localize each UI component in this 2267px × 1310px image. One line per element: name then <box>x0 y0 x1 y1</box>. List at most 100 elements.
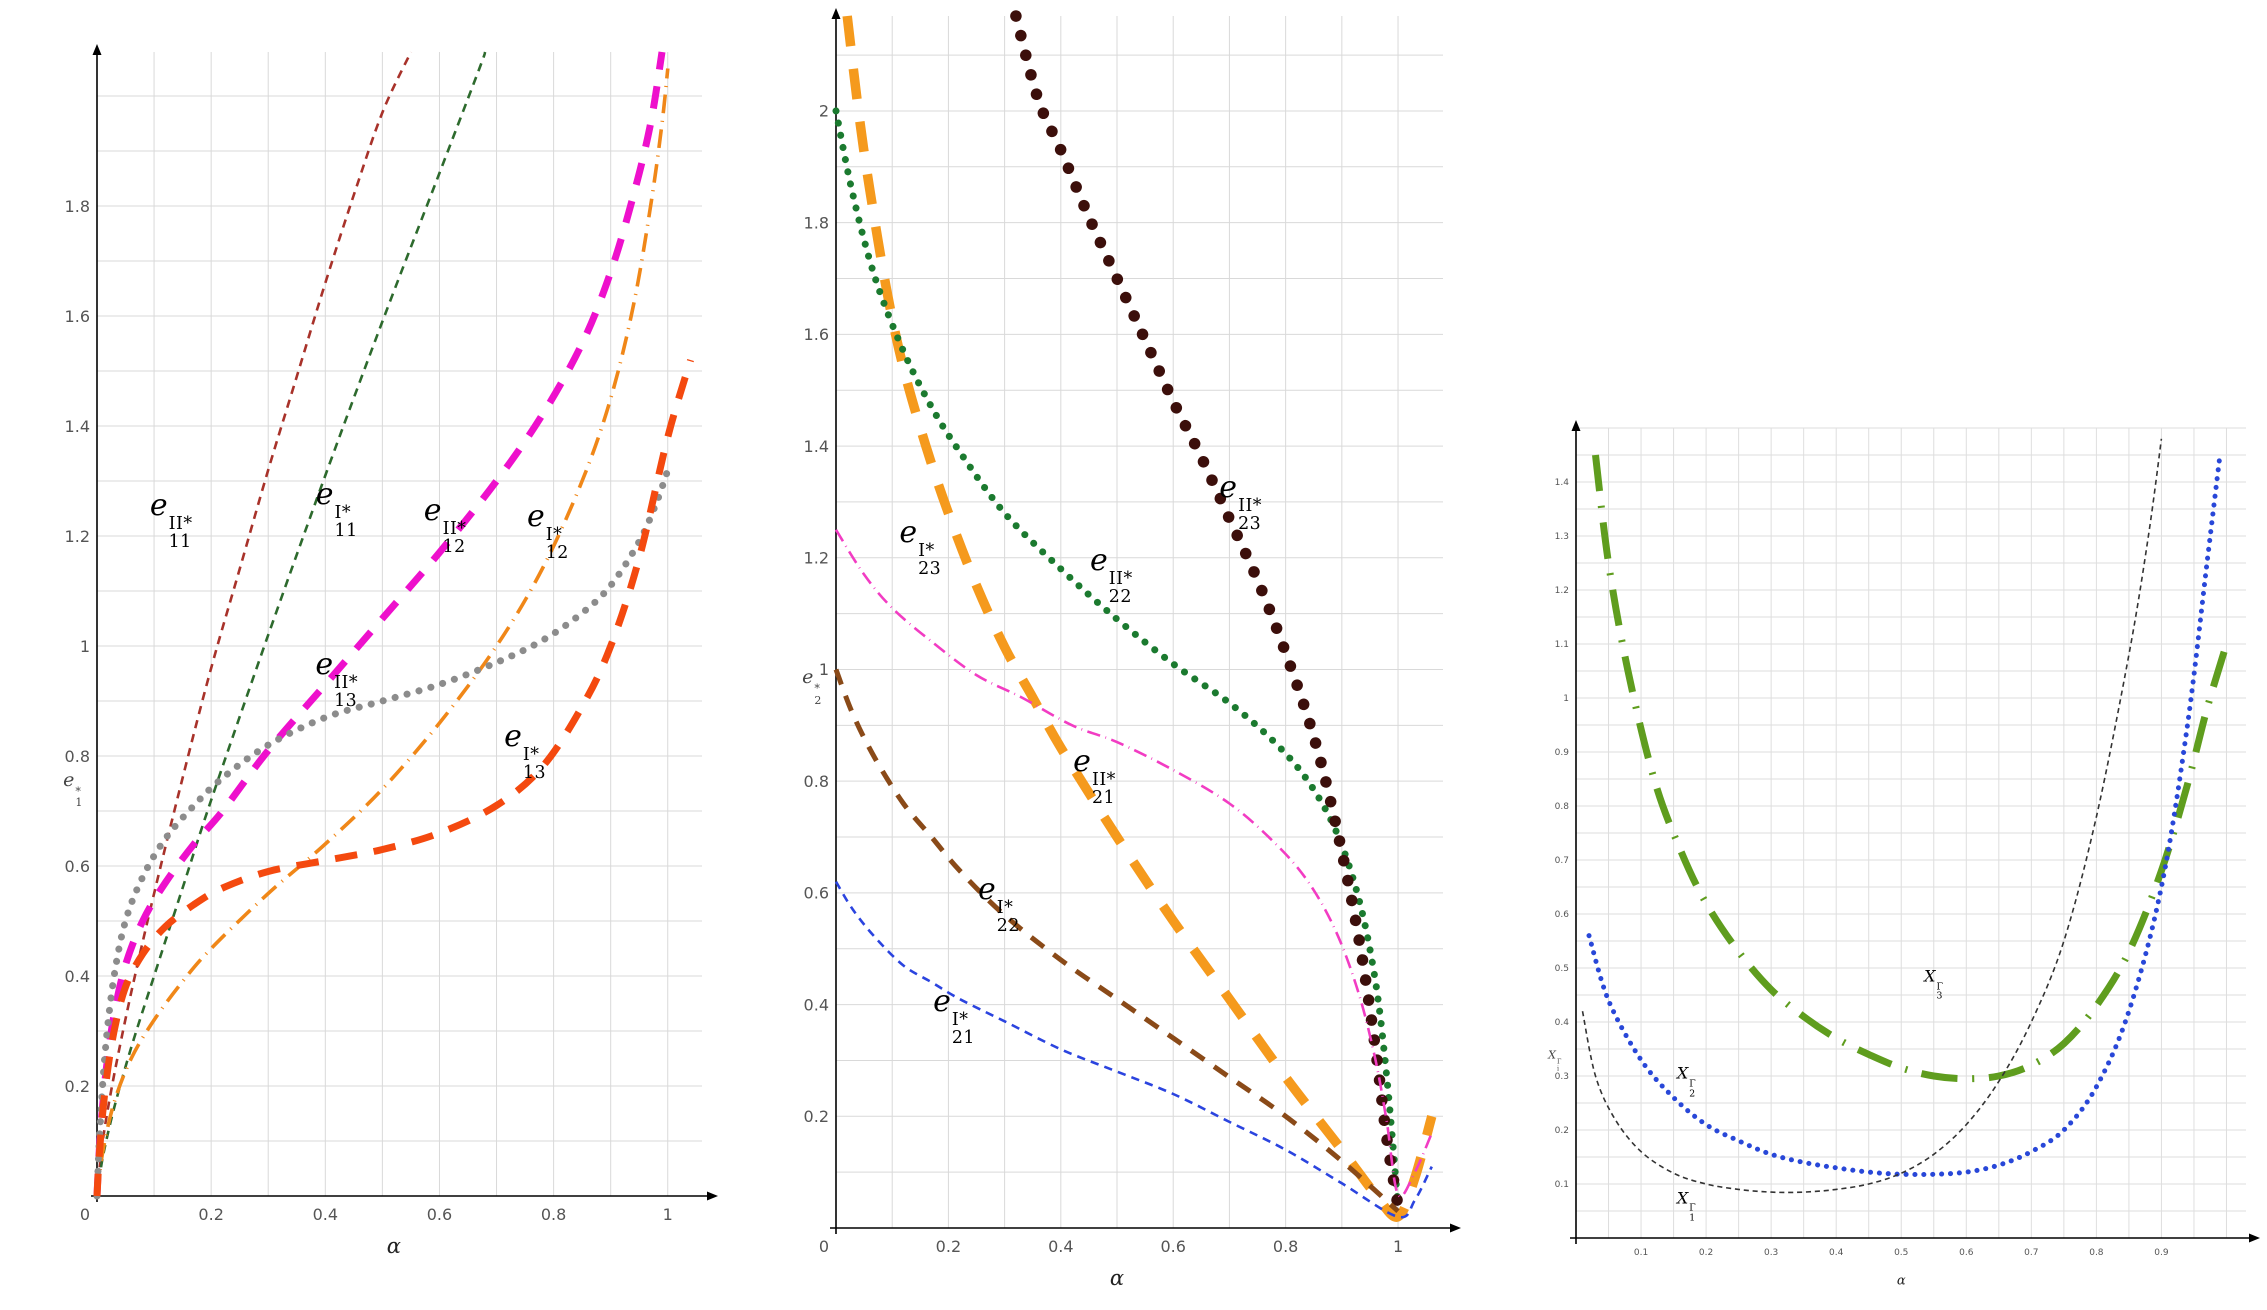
curve-e21-II <box>834 529 1433 1198</box>
curve-e13-II <box>93 466 672 1200</box>
svg-text:0.3: 0.3 <box>1555 1072 1569 1082</box>
svg-text:0.2: 0.2 <box>65 1077 90 1096</box>
curve-e23-I <box>842 15 1437 1222</box>
svg-text:0.2: 0.2 <box>804 1107 829 1126</box>
curve-e23-II <box>1010 10 1404 1212</box>
grid-lines <box>97 52 702 1196</box>
svg-text:0.4: 0.4 <box>1829 1248 1844 1258</box>
curve-label-e12-II: e II* 12 <box>423 493 467 558</box>
svg-text:0.4: 0.4 <box>1555 1018 1570 1028</box>
svg-text:1: 1 <box>819 660 829 679</box>
axes <box>1570 428 2252 1244</box>
curve-label-e22-I: e I* 22 <box>978 872 1020 937</box>
svg-text:1.1: 1.1 <box>1555 640 1569 650</box>
tick-labels: 0.2 0.4 0.6 0.8 1 0.2 0.4 0.6 0.8 1 1.2 1.4 1.6 1.8 2 0 <box>804 102 1404 1256</box>
svg-text:0.3: 0.3 <box>1764 1248 1778 1258</box>
curve-label-e22-II: e II* 22 <box>1090 542 1133 607</box>
svg-text:0.8: 0.8 <box>65 747 90 766</box>
svg-text:0.2: 0.2 <box>198 1205 223 1224</box>
svg-text:1.8: 1.8 <box>65 197 90 216</box>
svg-text:0.6: 0.6 <box>1160 1237 1185 1256</box>
curve-e21-I <box>834 881 1433 1219</box>
svg-text:0.8: 0.8 <box>2089 1248 2104 1258</box>
svg-text:1: 1 <box>1563 694 1569 704</box>
curve-e13-I <box>93 359 694 1197</box>
svg-text:0: 0 <box>80 1205 90 1224</box>
svg-text:1.6: 1.6 <box>65 307 90 326</box>
svg-text:0.8: 0.8 <box>804 772 829 791</box>
axis-arrows <box>831 8 1461 1233</box>
svg-text:0.4: 0.4 <box>1048 1237 1073 1256</box>
svg-text:1: 1 <box>1393 1237 1403 1256</box>
svg-text:0: 0 <box>819 1237 829 1256</box>
curve-e11-I <box>95 51 487 1197</box>
curve-e12-II <box>93 51 666 1197</box>
svg-text:0.4: 0.4 <box>804 995 829 1014</box>
axis-arrows <box>1571 420 2260 1243</box>
svg-text:0.2: 0.2 <box>1555 1126 1569 1136</box>
tick-labels: 0.2 0.4 0.6 0.8 1 0.2 0.4 0.6 0.8 1 1.2 1.4 1.6 1.8 0 <box>65 197 673 1224</box>
svg-text:1.4: 1.4 <box>1555 478 1570 488</box>
curve-label-e23-I: e I* 23 <box>899 514 942 579</box>
svg-text:0.7: 0.7 <box>2024 1248 2038 1258</box>
svg-text:0.5: 0.5 <box>1555 964 1569 974</box>
svg-text:0.8: 0.8 <box>1273 1237 1298 1256</box>
svg-text:0.1: 0.1 <box>1555 1180 1569 1190</box>
svg-text:0.1: 0.1 <box>1634 1248 1648 1258</box>
svg-text:0.7: 0.7 <box>1555 856 1569 866</box>
svg-text:0.9: 0.9 <box>1555 748 1570 758</box>
svg-text:1.4: 1.4 <box>804 437 829 456</box>
svg-text:0.6: 0.6 <box>1959 1248 1974 1258</box>
x-axis-label: α <box>1896 1273 1906 1289</box>
svg-text:0.6: 0.6 <box>427 1205 452 1224</box>
curve-label-e13-II: e II* 13 <box>315 647 359 712</box>
curve-label-e21-I: e I* 21 <box>933 983 975 1048</box>
curve-e22-I <box>833 668 1400 1214</box>
y-axis-label: e * 1 <box>63 769 83 810</box>
chart-e2-canvas: 0.2 0.4 0.6 0.8 1 0.2 0.4 0.6 0.8 1 1.2 1.4 1.6 1.8 2 0 <box>804 8 1461 1256</box>
chart-e1-star: 0.2 0.4 0.6 0.8 1 0.2 0.4 0.6 0.8 1 1.2 1.4 1.6 1.8 0 e… <box>55 38 720 1270</box>
svg-text:1: 1 <box>80 637 90 656</box>
curve-X1 <box>1581 438 2163 1194</box>
curve-label-e11-II: e II* 11 <box>149 487 193 552</box>
chart-e3-canvas: 0.1 0.2 0.3 0.4 0.5 0.6 0.7 0.8 0.9 0.1 0.2 0.3 0.4 0… <box>1555 420 2260 1258</box>
svg-text:0.5: 0.5 <box>1894 1248 1908 1258</box>
svg-text:0.9: 0.9 <box>2154 1248 2169 1258</box>
svg-text:0.4: 0.4 <box>313 1205 338 1224</box>
curve-X3 <box>1592 454 2230 1083</box>
svg-text:2: 2 <box>819 102 829 121</box>
svg-text:1.8: 1.8 <box>804 213 829 232</box>
curve-e12-I <box>95 68 670 1197</box>
chart-x-gamma: 0.1 0.2 0.3 0.4 0.5 0.6 0.7 0.8 0.9 0.1 0.2 0.3 0.4 0… <box>1540 418 2262 1300</box>
svg-text:0.6: 0.6 <box>1555 910 1570 920</box>
svg-text:1.4: 1.4 <box>65 417 90 436</box>
svg-text:0.2: 0.2 <box>1699 1248 1713 1258</box>
curve-label-e13-I: e I* 13 <box>504 718 547 783</box>
svg-text:0.6: 0.6 <box>65 857 90 876</box>
curve-X2 <box>1586 452 2223 1178</box>
grid-lines <box>1576 427 2246 1238</box>
curve-label-e12-I: e I* 12 <box>526 498 569 563</box>
svg-text:0.2: 0.2 <box>936 1237 961 1256</box>
y-axis-label: e * 2 <box>802 666 822 707</box>
svg-text:1.2: 1.2 <box>804 549 829 568</box>
svg-text:0.8: 0.8 <box>541 1205 566 1224</box>
svg-text:1.2: 1.2 <box>65 527 90 546</box>
axes <box>91 52 710 1202</box>
curve-label-e11-I: e I* 11 <box>315 476 358 541</box>
svg-text:0.4: 0.4 <box>65 967 90 986</box>
svg-text:0.8: 0.8 <box>1555 802 1570 812</box>
tick-labels: 0.1 0.2 0.3 0.4 0.5 0.6 0.7 0.8 0.9 0.1 0.2 0.3 0.4 0… <box>1555 478 2169 1258</box>
chart-e2-star: 0.2 0.4 0.6 0.8 1 0.2 0.4 0.6 0.8 1 1.2 1.4 1.6 1.8 2 0… <box>790 8 1495 1304</box>
x-axis-label: α <box>386 1234 401 1258</box>
svg-text:0.6: 0.6 <box>804 884 829 903</box>
chart-e1-canvas: 0.2 0.4 0.6 0.8 1 0.2 0.4 0.6 0.8 1 1.2 1.4 1.6 1.8 0 <box>65 44 718 1224</box>
svg-text:1: 1 <box>663 1205 673 1224</box>
svg-text:1.6: 1.6 <box>804 325 829 344</box>
axes <box>830 16 1453 1234</box>
